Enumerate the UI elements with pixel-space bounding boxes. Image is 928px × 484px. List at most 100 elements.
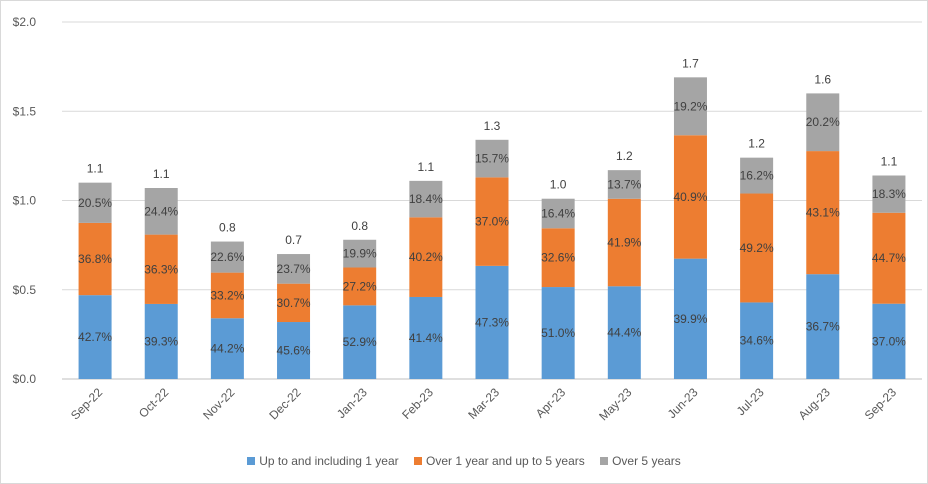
bar-segment bbox=[607, 198, 641, 287]
bar-segment bbox=[872, 175, 906, 213]
x-tick-label: Jul-23 bbox=[734, 385, 767, 418]
bar-total-label: 1.7 bbox=[682, 56, 699, 70]
x-tick-label: Feb-23 bbox=[399, 385, 436, 422]
segment-label: 15.7% bbox=[475, 152, 509, 166]
segment-label: 41.4% bbox=[409, 331, 443, 345]
bar-segment bbox=[673, 135, 707, 259]
bar-segment bbox=[343, 305, 377, 379]
x-tick-label: Jun-23 bbox=[665, 385, 701, 421]
x-tick-label: Nov-22 bbox=[200, 385, 237, 422]
bar-segment bbox=[343, 267, 377, 306]
segment-label: 34.6% bbox=[740, 334, 774, 348]
segment-label: 16.2% bbox=[740, 169, 774, 183]
x-tick-label: Mar-23 bbox=[465, 385, 502, 422]
x-tick-label: Oct-22 bbox=[136, 385, 172, 421]
segment-label: 39.3% bbox=[144, 334, 178, 348]
segment-label: 20.5% bbox=[78, 196, 112, 210]
segment-label: 13.7% bbox=[607, 177, 641, 191]
legend-label-up-to-1-year: Up to and including 1 year bbox=[259, 454, 399, 468]
segment-label: 20.2% bbox=[806, 115, 840, 129]
segment-label: 44.7% bbox=[872, 251, 906, 265]
segment-label: 47.3% bbox=[475, 315, 509, 329]
bar-segment bbox=[78, 182, 112, 223]
bar-segment bbox=[673, 77, 707, 136]
bar-segment bbox=[144, 303, 178, 379]
bar-segment bbox=[541, 287, 575, 379]
bar-segment bbox=[872, 212, 906, 304]
bar-segment bbox=[144, 188, 178, 235]
segment-label: 19.9% bbox=[343, 247, 377, 261]
segment-label: 18.3% bbox=[872, 187, 906, 201]
segment-label: 52.9% bbox=[343, 335, 377, 349]
segment-label: 18.4% bbox=[409, 192, 443, 206]
bar-segment bbox=[475, 177, 509, 266]
y-tick-label: $1.5 bbox=[13, 104, 37, 118]
bar-segment bbox=[475, 265, 509, 379]
legend-item-1-to-5-years: Over 1 year and up to 5 years bbox=[413, 454, 585, 468]
bar-segment bbox=[277, 254, 311, 284]
bar-segment bbox=[607, 170, 641, 199]
bar-segment bbox=[409, 180, 443, 218]
legend-swatch-1-to-5-years bbox=[413, 457, 422, 465]
x-tick-label: Sep-22 bbox=[68, 385, 105, 422]
bar-segment bbox=[475, 139, 509, 178]
bar-total-label: 1.1 bbox=[881, 155, 898, 169]
segment-label: 23.7% bbox=[277, 262, 311, 276]
segment-label: 16.4% bbox=[541, 206, 575, 220]
bar-segment bbox=[541, 198, 575, 229]
segment-label: 39.9% bbox=[673, 312, 707, 326]
bar-segment bbox=[740, 157, 774, 194]
segment-label: 30.7% bbox=[277, 296, 311, 310]
bar-segment bbox=[806, 93, 840, 152]
segment-label: 36.7% bbox=[806, 320, 840, 334]
segment-label: 43.1% bbox=[806, 206, 840, 220]
x-tick-label: Sep-23 bbox=[862, 385, 899, 422]
segment-label: 42.7% bbox=[78, 330, 112, 344]
legend-item-up-to-1-year: Up to and including 1 year bbox=[247, 454, 399, 468]
bar-segment bbox=[277, 322, 311, 379]
bar-segment bbox=[210, 241, 244, 273]
y-tick-label: $2.0 bbox=[13, 15, 37, 29]
x-tick-label: Dec-22 bbox=[266, 385, 303, 422]
bar-segment bbox=[740, 302, 774, 379]
segment-label: 27.2% bbox=[343, 279, 377, 293]
segment-label: 41.9% bbox=[607, 236, 641, 250]
legend-swatch-up-to-1-year bbox=[247, 457, 256, 465]
bar-total-label: 1.1 bbox=[418, 160, 435, 174]
bar-total-label: 1.3 bbox=[484, 119, 501, 133]
bar-segment bbox=[673, 258, 707, 379]
legend-item-over-5-years: Over 5 years bbox=[600, 454, 681, 468]
bar-total-label: 0.8 bbox=[351, 219, 368, 233]
segment-label: 22.6% bbox=[210, 250, 244, 264]
segment-label: 40.2% bbox=[409, 250, 443, 264]
bar-total-label: 0.7 bbox=[285, 233, 302, 247]
legend-label-1-to-5-years: Over 1 year and up to 5 years bbox=[425, 454, 585, 468]
bar-total-label: 1.2 bbox=[748, 137, 765, 151]
y-tick-label: $0.0 bbox=[13, 372, 37, 386]
bar-total-label: 1.1 bbox=[87, 162, 104, 176]
x-tick-label: Jan-23 bbox=[334, 385, 370, 421]
bar-segment bbox=[343, 239, 377, 268]
bar-segment bbox=[409, 217, 443, 297]
segment-label: 36.8% bbox=[78, 252, 112, 266]
y-tick-label: $0.5 bbox=[13, 283, 37, 297]
bar-total-label: 1.1 bbox=[153, 167, 170, 181]
segment-label: 40.9% bbox=[673, 190, 707, 204]
segment-label: 37.0% bbox=[872, 334, 906, 348]
bar-segment bbox=[78, 222, 112, 296]
bar-segment bbox=[78, 295, 112, 379]
bar-segment bbox=[210, 272, 244, 319]
legend-swatch-over-5-years bbox=[600, 457, 609, 465]
segment-label: 32.6% bbox=[541, 251, 575, 265]
bar-segment bbox=[740, 193, 774, 303]
segment-label: 44.4% bbox=[607, 326, 641, 340]
segment-label: 45.6% bbox=[277, 344, 311, 358]
bar-segment bbox=[144, 234, 178, 304]
y-tick-label: $1.0 bbox=[13, 194, 37, 208]
segment-label: 36.3% bbox=[144, 262, 178, 276]
bar-total-label: 1.0 bbox=[550, 178, 567, 192]
bar-segment bbox=[210, 318, 244, 379]
x-tick-label: Aug-23 bbox=[796, 385, 833, 422]
chart-legend: Up to and including 1 year Over 1 year a… bbox=[0, 454, 928, 468]
